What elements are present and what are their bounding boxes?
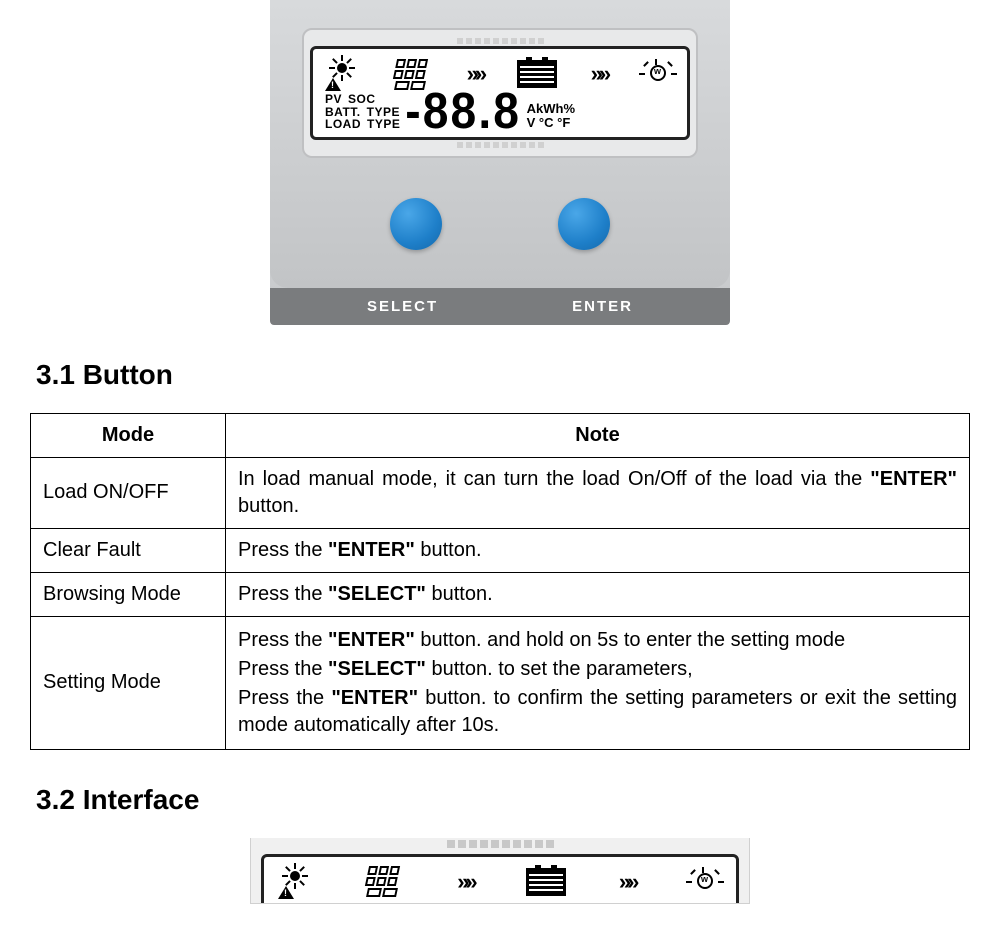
note-cell: Press the "ENTER" button. and hold on 5s… <box>226 616 970 749</box>
enter-knob[interactable] <box>558 198 610 250</box>
table-header-row: Mode Note <box>31 413 970 457</box>
table-row: Browsing Mode Press the "SELECT" button. <box>31 572 970 616</box>
col-note: Note <box>226 413 970 457</box>
table-row: Setting Mode Press the "ENTER" button. a… <box>31 616 970 749</box>
lcd-digits: -88.8 <box>403 91 523 134</box>
mode-cell: Load ON/OFF <box>31 457 226 528</box>
lcd-frame: »» »» PVSO <box>302 28 698 158</box>
lcd-screen: »» »» <box>261 854 739 904</box>
battery-icon <box>526 868 566 896</box>
lcd-ticks-bottom <box>310 140 690 150</box>
select-knob[interactable] <box>390 198 442 250</box>
col-mode: Mode <box>31 413 226 457</box>
enter-label: ENTER <box>572 298 633 315</box>
mode-cell: Clear Fault <box>31 528 226 572</box>
section-3-2-heading: 3.2 Interface <box>36 784 970 816</box>
select-label: SELECT <box>367 298 438 315</box>
section-3-1-heading: 3.1 Button <box>36 359 970 391</box>
table-row: Load ON/OFF In load manual mode, it can … <box>31 457 970 528</box>
flow-arrows-icon: »» <box>591 61 607 87</box>
flow-arrows-icon: »» <box>457 869 473 895</box>
device-body: »» »» PVSO <box>270 0 730 325</box>
note-cell: Press the "ENTER" button. <box>226 528 970 572</box>
interface-lcd-snippet: »» »» <box>0 838 1000 904</box>
battery-icon <box>517 60 557 88</box>
button-label-bar: SELECT ENTER <box>270 288 730 325</box>
note-cell: Press the "SELECT" button. <box>226 572 970 616</box>
lcd-ticks-top <box>261 838 739 850</box>
note-cell: In load manual mode, it can turn the loa… <box>226 457 970 528</box>
device-panel: »» »» PVSO <box>0 0 1000 325</box>
label-vcf: V °C °F <box>527 116 575 130</box>
lcd-screen: »» »» PVSO <box>310 46 690 140</box>
sun-warning-icon <box>325 57 361 91</box>
label-akwh: AkWh% <box>527 102 575 116</box>
mode-cell: Browsing Mode <box>31 572 226 616</box>
lcd-right-labels: AkWh% V °C °F <box>527 102 575 131</box>
lcd-ticks-top <box>310 36 690 46</box>
label-type2: TYPE <box>367 118 400 131</box>
flow-arrows-icon: »» <box>619 869 635 895</box>
lcd-left-labels: PVSOC BATT.TYPE LOADTYPE <box>325 93 400 131</box>
button-modes-table: Mode Note Load ON/OFF In load manual mod… <box>30 413 970 750</box>
solar-panel-icon <box>367 866 405 897</box>
load-bulb-icon <box>641 59 675 89</box>
load-bulb-icon <box>688 867 722 897</box>
mode-cell: Setting Mode <box>31 616 226 749</box>
sun-warning-icon <box>278 865 314 899</box>
table-row: Clear Fault Press the "ENTER" button. <box>31 528 970 572</box>
label-load: LOAD <box>325 117 361 131</box>
